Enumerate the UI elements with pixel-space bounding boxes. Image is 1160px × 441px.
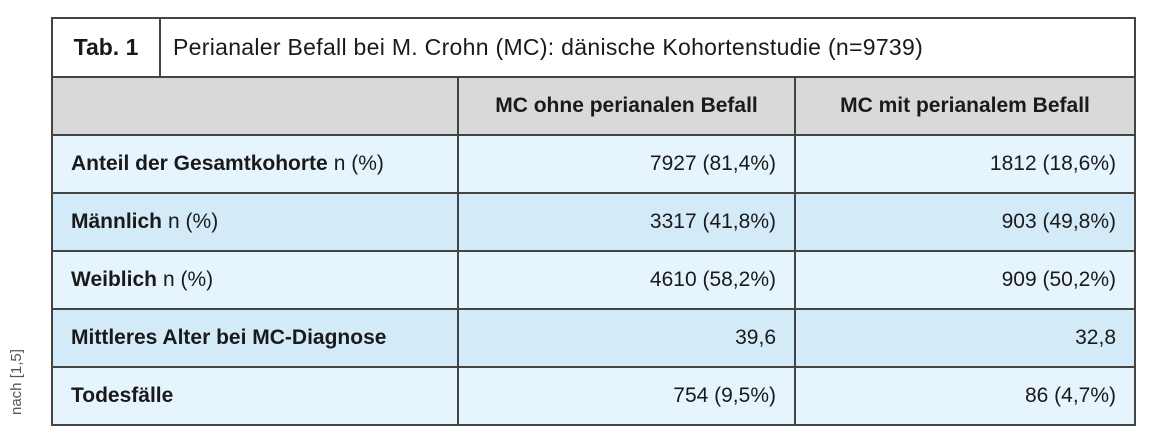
table-row: Männlich n (%) 3317 (41,8%) 903 (49,8%) (53, 192, 1134, 250)
row-unit: n (%) (168, 210, 219, 233)
row-label: Weiblich (71, 268, 157, 291)
value-cell: 903 (49,8%) (1001, 210, 1116, 233)
table-row: Anteil der Gesamtkohorte n (%) 7927 (81,4… (53, 134, 1134, 192)
value-cell: 909 (50,2%) (1001, 268, 1116, 291)
value-cell: 4610 (58,2%) (459, 252, 796, 308)
header-empty (53, 78, 459, 134)
value-cell: 7927 (81,4%) (459, 136, 796, 192)
value-cell: 1812 (18,6%) (989, 152, 1116, 175)
table-label: Tab. 1 (53, 19, 161, 76)
value-cell: 39,6 (459, 310, 796, 366)
row-label: Todesfälle (71, 384, 174, 407)
table-row: Weiblich n (%) 4610 (58,2%) 909 (50,2%) (53, 250, 1134, 308)
table-row: Mittleres Alter bei MC-Diagnose 39,6 32,… (53, 308, 1134, 366)
row-label: Mittleres Alter bei MC-Diagnose (71, 326, 387, 349)
data-table: Tab. 1 Perianaler Befall bei M. Crohn (M… (51, 17, 1136, 426)
row-label: Anteil der Gesamtkohorte (71, 152, 328, 175)
value-cell: 3317 (41,8%) (459, 194, 796, 250)
header-without-perianal: MC ohne perianalen Befall (459, 78, 796, 134)
table-row: Todesfälle 754 (9,5%) 86 (4,7%) (53, 366, 1134, 424)
source-note: nach [1,5] (8, 349, 25, 415)
header-with-perianal: MC mit perianalem Befall (840, 94, 1090, 117)
row-unit: n (%) (333, 152, 384, 175)
value-cell: 86 (4,7%) (1024, 384, 1116, 407)
value-cell: 32,8 (1075, 326, 1116, 349)
row-label: Männlich (71, 210, 163, 233)
row-unit: n (%) (162, 268, 214, 291)
table-title: Perianaler Befall bei M. Crohn (MC): dän… (173, 34, 924, 60)
value-cell: 754 (9,5%) (459, 368, 796, 424)
title-row: Tab. 1 Perianaler Befall bei M. Crohn (M… (53, 19, 1134, 76)
header-row: MC ohne perianalen Befall MC mit periana… (53, 76, 1134, 134)
